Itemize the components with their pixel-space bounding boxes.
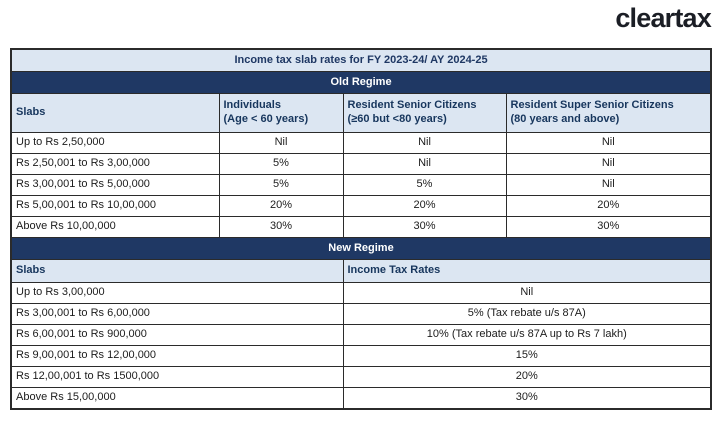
- table-row: Rs 3,00,001 to Rs 5,00,000 5% 5% Nil: [10, 174, 712, 196]
- rate-cell: 5%: [342, 174, 507, 196]
- cleartax-logo: cleartax: [615, 3, 711, 33]
- table-row: Up to Rs 2,50,000 Nil Nil Nil: [10, 132, 712, 154]
- slab-cell: Up to Rs 2,50,000: [10, 132, 220, 154]
- slab-cell: Above Rs 10,00,000: [10, 216, 220, 238]
- header-senior-citizens: Resident Senior Citizens (≥60 but <80 ye…: [342, 93, 507, 133]
- old-regime-header-row: Slabs Individuals (Age < 60 years) Resid…: [10, 93, 712, 133]
- rate-cell: 20%: [342, 195, 507, 217]
- rate-cell: 30%: [342, 387, 712, 409]
- rate-cell: 30%: [218, 216, 344, 238]
- slab-cell: Rs 9,00,001 to Rs 12,00,000: [10, 345, 344, 367]
- rate-cell: Nil: [505, 153, 712, 175]
- old-regime-rows: Up to Rs 2,50,000 Nil Nil Nil Rs 2,50,001 to…: [10, 132, 712, 238]
- rate-cell: 15%: [342, 345, 712, 367]
- table-row: Rs 9,00,001 to Rs 12,00,000 15%: [10, 345, 712, 367]
- new-regime-header-row: Slabs Income Tax Rates: [10, 259, 712, 283]
- slab-cell: Rs 3,00,001 to Rs 5,00,000: [10, 174, 220, 196]
- old-regime-section-bar: Old Regime: [10, 71, 712, 94]
- table-row: Rs 6,00,001 to Rs 900,000 10% (Tax rebate…: [10, 324, 712, 346]
- tax-slab-table: Income tax slab rates for FY 2023-24/ AY…: [10, 48, 713, 410]
- slab-cell: Rs 6,00,001 to Rs 900,000: [10, 324, 344, 346]
- header-super-senior-citizens: Resident Super Senior Citizens (80 years…: [505, 93, 712, 133]
- table-row: Above Rs 10,00,000 30% 30% 30%: [10, 216, 712, 238]
- slab-cell: Above Rs 15,00,000: [10, 387, 344, 409]
- table-title-row: Income tax slab rates for FY 2023-24/ AY…: [10, 48, 712, 72]
- rate-cell: Nil: [342, 132, 507, 154]
- new-regime-label: New Regime: [10, 237, 712, 260]
- old-regime-label: Old Regime: [10, 71, 712, 94]
- slab-cell: Rs 3,00,001 to Rs 6,00,000: [10, 303, 344, 325]
- header-new-slabs: Slabs: [10, 259, 344, 283]
- rate-cell: Nil: [218, 132, 344, 154]
- rate-cell: 20%: [218, 195, 344, 217]
- rate-cell: Nil: [342, 282, 712, 304]
- table-row: Up to Rs 3,00,000 Nil: [10, 282, 712, 304]
- rate-cell: Nil: [505, 174, 712, 196]
- rate-cell: Nil: [505, 132, 712, 154]
- table-row: Rs 2,50,001 to Rs 3,00,000 5% Nil Nil: [10, 153, 712, 175]
- rate-cell: 30%: [505, 216, 712, 238]
- table-row: Rs 5,00,001 to Rs 10,00,000 20% 20% 20%: [10, 195, 712, 217]
- table-row: Rs 12,00,001 to Rs 1500,000 20%: [10, 366, 712, 388]
- slab-cell: Rs 5,00,001 to Rs 10,00,000: [10, 195, 220, 217]
- rate-cell: 20%: [342, 366, 712, 388]
- table-title: Income tax slab rates for FY 2023-24/ AY…: [10, 48, 712, 72]
- table-row: Rs 3,00,001 to Rs 6,00,000 5% (Tax rebate…: [10, 303, 712, 325]
- rate-cell: 20%: [505, 195, 712, 217]
- header-individuals: Individuals (Age < 60 years): [218, 93, 344, 133]
- rate-cell: 10% (Tax rebate u/s 87A up to Rs 7 lakh): [342, 324, 712, 346]
- rate-cell: 5%: [218, 174, 344, 196]
- header-slabs: Slabs: [10, 93, 220, 133]
- slab-cell: Rs 12,00,001 to Rs 1500,000: [10, 366, 344, 388]
- header-income-tax-rates: Income Tax Rates: [342, 259, 712, 283]
- rate-cell: 30%: [342, 216, 507, 238]
- slab-cell: Rs 2,50,001 to Rs 3,00,000: [10, 153, 220, 175]
- table-row: Above Rs 15,00,000 30%: [10, 387, 712, 409]
- slab-cell: Up to Rs 3,00,000: [10, 282, 344, 304]
- new-regime-section-bar: New Regime: [10, 237, 712, 260]
- new-regime-rows: Up to Rs 3,00,000 Nil Rs 3,00,001 to Rs 6,…: [10, 282, 712, 409]
- tax-slab-table-container: Income tax slab rates for FY 2023-24/ AY…: [10, 48, 713, 410]
- rate-cell: Nil: [342, 153, 507, 175]
- rate-cell: 5% (Tax rebate u/s 87A): [342, 303, 712, 325]
- rate-cell: 5%: [218, 153, 344, 175]
